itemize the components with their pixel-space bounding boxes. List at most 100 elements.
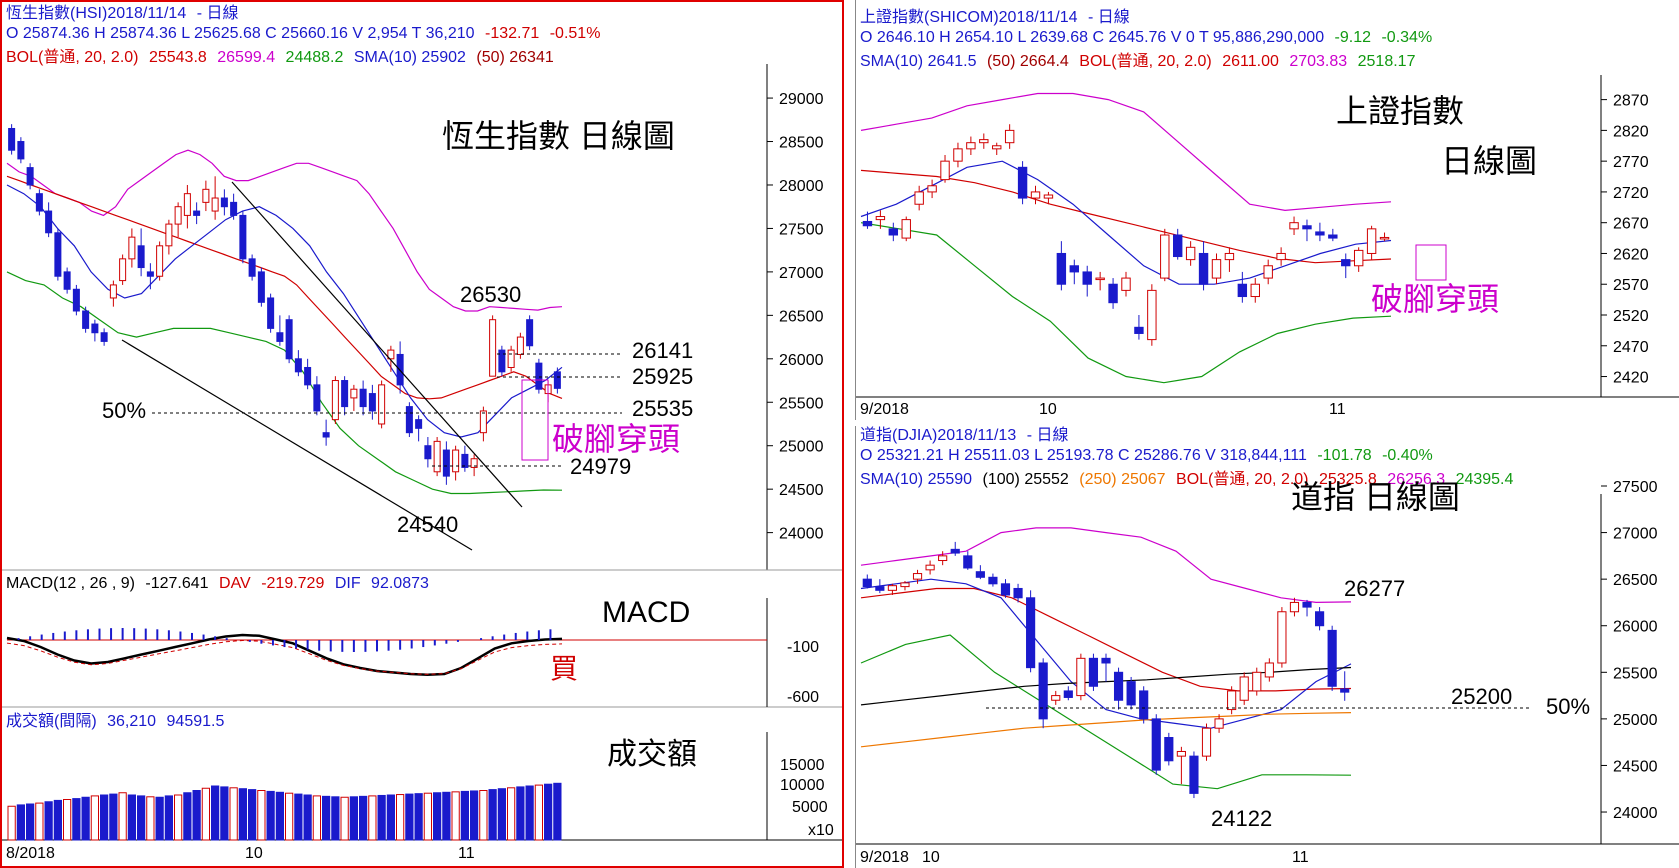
hsi-candle <box>91 319 99 342</box>
dj-candle <box>1139 686 1149 724</box>
hsi-macd-tick-1: -100 <box>787 639 819 656</box>
hsi-candle <box>442 441 450 485</box>
hsi-label-25925: 25925 <box>632 364 693 389</box>
sh-candle <box>927 179 937 199</box>
sh-header-line1: 上證指數(SHICOM)2018/11/14 - 日線 <box>860 8 1136 28</box>
hsi-resistance-trendline <box>231 181 523 508</box>
dj-ytick-label: 25500 <box>1613 665 1658 682</box>
hsi-candle <box>535 358 543 394</box>
hsi-volume-title: 成交額 <box>607 738 697 771</box>
dj-candle-body <box>1214 718 1224 729</box>
hsi-volume-bar <box>544 783 553 841</box>
dj-candle <box>1239 672 1249 705</box>
sh-ytick-label: 2720 <box>1613 185 1649 202</box>
sh-ytick-label: 2770 <box>1613 154 1649 171</box>
hsi-volume-bar <box>516 786 525 841</box>
hsi-volume-bar <box>201 787 210 841</box>
sh-sma50: (50) 2664.4 <box>986 53 1069 70</box>
dj-candle <box>875 579 885 594</box>
hsi-volume-bar <box>488 789 497 841</box>
hsi-candle <box>313 376 321 416</box>
hsi-volume-bar <box>16 804 25 841</box>
sh-candle-body <box>1250 283 1260 298</box>
hsi-candle-body <box>35 193 43 212</box>
dj-candle <box>1113 667 1124 710</box>
hsi-candle-body <box>313 384 321 412</box>
hsi-volume-bar <box>396 794 405 841</box>
dj-candle <box>887 583 897 595</box>
dj-candle <box>975 565 985 580</box>
dj-candle-body <box>1013 587 1023 599</box>
hsi-candle-body <box>91 323 99 334</box>
sh-candle <box>888 222 899 242</box>
sh-candle <box>979 133 989 149</box>
sh-candle <box>1366 225 1377 260</box>
hsi-volume-bar <box>7 805 16 841</box>
hsi-candle <box>72 284 80 316</box>
hsi-candle-body <box>479 410 487 434</box>
shcomp-panel: 上證指數(SHICOM)2018/11/14 - 日線 O 2646.10 H … <box>855 0 1679 420</box>
hsi-ytick-label: 27000 <box>779 265 824 282</box>
hsi-macd-title: MACD <box>602 596 690 629</box>
hsi-macd-value: -127.641 <box>145 575 209 592</box>
sh-candle-body <box>1289 222 1299 230</box>
hsi-candle <box>146 263 154 290</box>
hsi-vol-tick-1: 15000 <box>780 757 825 774</box>
sh-candle <box>1173 228 1183 260</box>
hsi-candle-body <box>257 271 265 303</box>
sh-candle <box>914 185 924 211</box>
hsi-candle-body <box>239 214 247 260</box>
hsi-candle <box>63 267 71 294</box>
hsi-volume-bar <box>312 795 321 841</box>
dj-candle <box>1327 625 1337 691</box>
dj-candle-body <box>1227 690 1237 711</box>
hsi-candle-body <box>341 380 349 408</box>
hsi-candle-body <box>165 223 173 247</box>
hsi-volume-bar <box>275 791 284 841</box>
dj-candle <box>1289 597 1300 617</box>
hsi-volume-bar <box>72 798 81 841</box>
hsi-candle-body <box>72 288 80 312</box>
sh-candle-body <box>1366 228 1377 254</box>
sh-candle <box>1043 191 1054 205</box>
hsi-bol-lower-line <box>6 271 563 495</box>
hsi-volume-bar <box>63 799 72 841</box>
sh-ytick-label: 2620 <box>1613 246 1649 263</box>
sh-candle-body <box>901 219 911 239</box>
dj-candle <box>1151 714 1161 775</box>
hsi-candle <box>193 202 201 225</box>
hsi-volume-bar <box>303 794 312 841</box>
hsi-candle <box>498 345 506 377</box>
hsi-ytick-label: 24000 <box>779 526 824 543</box>
hsi-label-24540: 24540 <box>397 512 458 537</box>
sh-date-1: 9/2018 <box>860 401 909 418</box>
sh-sma10: SMA(10) 2641.5 <box>860 53 977 70</box>
hsi-candle <box>174 202 182 238</box>
dj-candle-body <box>875 586 885 591</box>
dj-candle <box>938 551 948 566</box>
sh-candle-body <box>1069 265 1079 273</box>
dj-candle-body <box>1239 676 1249 701</box>
dj-ytick-label: 27000 <box>1613 526 1658 543</box>
sh-candle-body <box>1082 271 1092 285</box>
hsi-dif-value: 92.0873 <box>371 575 429 592</box>
dj-candle <box>1101 653 1111 682</box>
hsi-label-24979: 24979 <box>570 454 631 479</box>
dj-bol-mid: 25325.8 <box>1318 471 1377 488</box>
dj-candle <box>1201 723 1212 761</box>
sh-ytick-label: 2420 <box>1613 370 1649 387</box>
dj-candle <box>900 581 910 591</box>
hsi-candle <box>230 193 238 220</box>
dj-candle-body <box>1113 671 1124 701</box>
hsi-ytick-label: 26500 <box>779 308 824 325</box>
sh-candle-body <box>1263 265 1273 279</box>
hsi-date-1: 8/2018 <box>6 845 55 862</box>
hsi-candle-body <box>359 388 367 408</box>
sh-candle-body <box>1198 252 1209 285</box>
dj-candle-body <box>1315 611 1325 627</box>
hsi-volume-bar <box>534 784 543 841</box>
hsi-volume-bar <box>174 794 183 841</box>
hsi-candle-body <box>202 188 210 203</box>
dj-sma10: SMA(10) 25590 <box>860 471 973 488</box>
hsi-candle <box>257 267 265 307</box>
